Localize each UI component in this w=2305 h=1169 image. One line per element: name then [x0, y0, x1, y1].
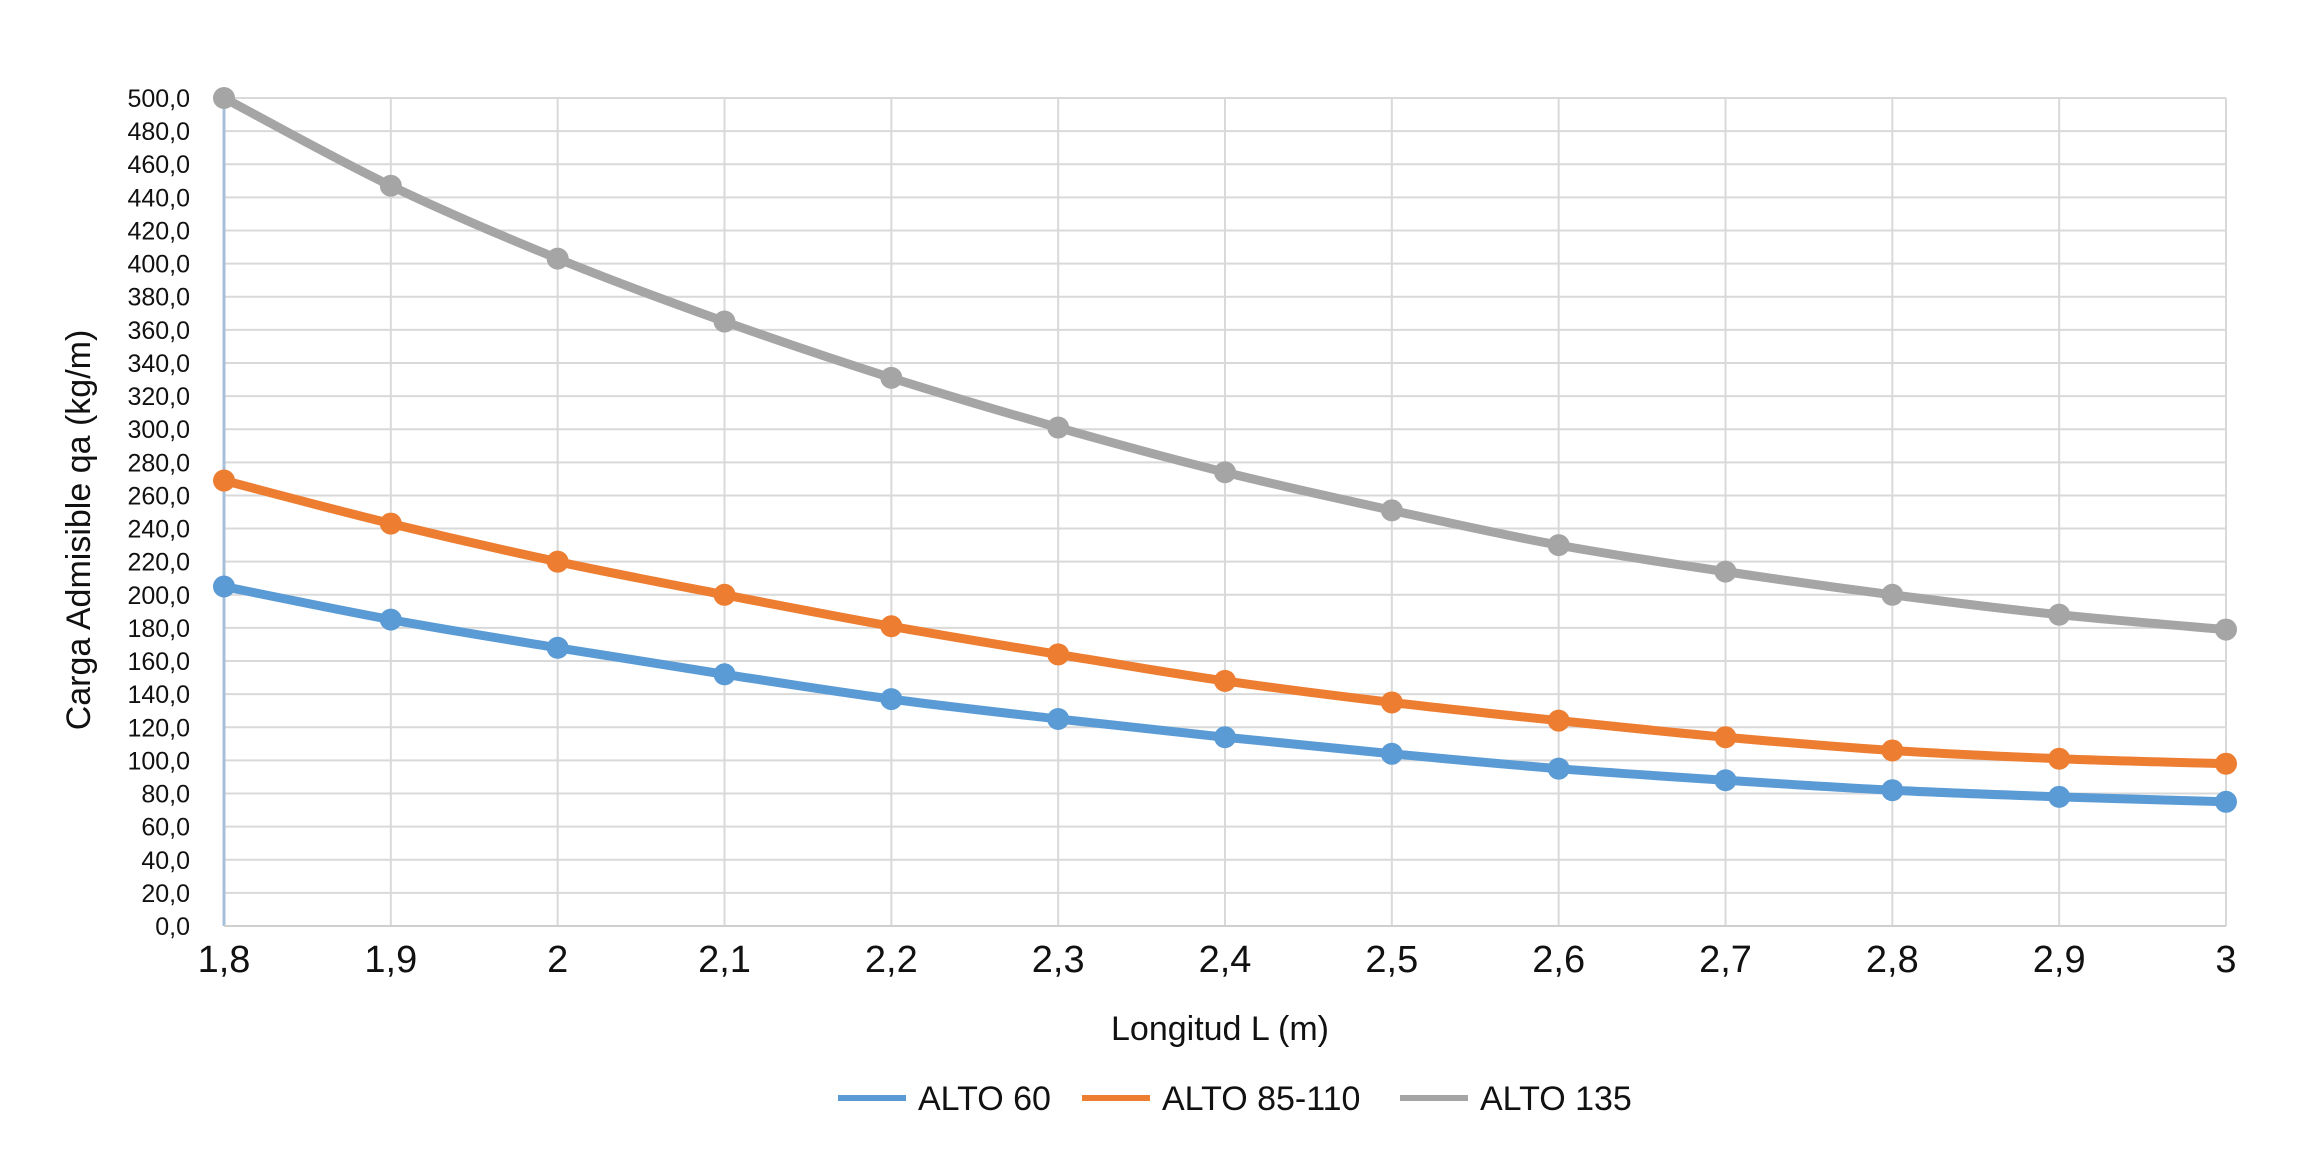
y-tick-label: 340,0: [127, 350, 190, 378]
data-point-alto-135: [1547, 534, 1570, 557]
y-tick-label: 260,0: [127, 482, 190, 510]
x-tick-label: 2: [547, 939, 568, 981]
data-point-alto-85-110: [2048, 747, 2071, 770]
data-point-alto-85-110: [713, 583, 736, 606]
series-alto-60: [213, 575, 2237, 813]
grid-lines: [222, 97, 2227, 927]
y-axis-ticks: 0,0 20,0 40,0 60,0 80,0 100,0 120,0 140,0 160,0 1…: [127, 85, 190, 941]
data-point-alto-135: [1047, 416, 1070, 439]
data-point-alto-85-110: [213, 469, 235, 492]
y-tick-label: 400,0: [127, 251, 190, 279]
legend-label-alto-135: ALTO 135: [1480, 1080, 1632, 1118]
y-tick-label: 500,0: [127, 85, 190, 113]
data-point-alto-60: [713, 663, 736, 686]
data-point-alto-85-110: [1881, 739, 1904, 762]
x-tick-label: 3: [2215, 939, 2236, 981]
data-point-alto-85-110: [1547, 709, 1570, 732]
data-point-alto-60: [1714, 769, 1737, 792]
data-point-alto-60: [2215, 790, 2237, 813]
x-tick-label: 2,4: [1199, 939, 1252, 981]
y-tick-label: 380,0: [127, 284, 190, 312]
data-point-alto-85-110: [1380, 691, 1403, 714]
data-point-alto-60: [2048, 785, 2071, 808]
x-tick-label: 2,5: [1365, 939, 1418, 981]
x-tick-label: 2,7: [1699, 939, 1752, 981]
data-point-alto-85-110: [880, 615, 903, 638]
x-tick-label: 2,8: [1866, 939, 1919, 981]
data-point-alto-60: [1547, 757, 1570, 780]
y-tick-label: 440,0: [127, 184, 190, 212]
data-point-alto-135: [1881, 583, 1904, 606]
y-tick-label: 40,0: [141, 847, 190, 875]
data-point-alto-135: [2048, 603, 2071, 626]
x-tick-label: 2,6: [1532, 939, 1585, 981]
data-point-alto-85-110: [546, 550, 569, 573]
y-tick-label: 0,0: [155, 913, 190, 941]
data-point-alto-135: [546, 247, 569, 270]
data-point-alto-135: [213, 87, 235, 109]
x-tick-label: 2,1: [698, 939, 751, 981]
y-tick-label: 200,0: [127, 582, 190, 610]
data-point-alto-60: [1881, 779, 1904, 802]
y-tick-label: 320,0: [127, 383, 190, 411]
data-point-alto-85-110: [1714, 726, 1737, 749]
y-tick-label: 240,0: [127, 516, 190, 544]
x-tick-label: 1,9: [364, 939, 417, 981]
y-tick-label: 360,0: [127, 317, 190, 345]
y-tick-label: 480,0: [127, 118, 190, 146]
data-point-alto-135: [379, 174, 402, 197]
y-axis-title: Carga Admisible qa (kg/m): [60, 330, 98, 731]
x-tick-label: 2,9: [2033, 939, 2086, 981]
y-tick-label: 420,0: [127, 217, 190, 245]
data-point-alto-60: [1047, 708, 1070, 730]
data-point-alto-135: [880, 366, 903, 389]
legend-label-alto-60: ALTO 60: [918, 1080, 1051, 1118]
data-point-alto-85-110: [1214, 669, 1236, 692]
x-tick-label: 1,8: [198, 939, 251, 981]
data-point-alto-135: [2215, 618, 2237, 641]
y-tick-label: 60,0: [141, 814, 190, 842]
data-point-alto-85-110: [2215, 752, 2237, 775]
series-group: [213, 87, 2237, 813]
x-tick-label: 2,3: [1032, 939, 1085, 981]
data-point-alto-135: [1214, 461, 1236, 484]
y-tick-label: 160,0: [127, 648, 190, 676]
series-alto-85-110: [213, 469, 2237, 775]
data-point-alto-60: [880, 688, 903, 711]
data-point-alto-60: [213, 575, 235, 598]
x-tick-label: 2,2: [865, 939, 918, 981]
y-tick-label: 20,0: [141, 880, 190, 908]
data-point-alto-60: [1380, 742, 1403, 765]
y-tick-label: 180,0: [127, 615, 190, 643]
data-point-alto-60: [1214, 726, 1236, 749]
series-alto-135: [213, 87, 2237, 641]
y-tick-label: 280,0: [127, 449, 190, 477]
legend-label-alto-85-110: ALTO 85-110: [1162, 1080, 1360, 1118]
data-point-alto-60: [379, 608, 402, 631]
y-tick-label: 140,0: [127, 681, 190, 709]
data-point-alto-85-110: [379, 512, 402, 535]
data-point-alto-135: [1380, 499, 1403, 522]
y-tick-label: 120,0: [127, 714, 190, 742]
legend: ALTO 60 ALTO 85-110 ALTO 135: [838, 1080, 1632, 1118]
data-point-alto-85-110: [1047, 643, 1070, 666]
y-tick-label: 460,0: [127, 151, 190, 179]
data-point-alto-135: [1714, 560, 1737, 583]
x-axis-title: Longitud L (m): [1111, 1010, 1329, 1048]
y-tick-label: 300,0: [127, 416, 190, 444]
y-tick-label: 100,0: [127, 747, 190, 775]
data-point-alto-135: [713, 310, 736, 333]
y-tick-label: 80,0: [141, 781, 190, 809]
y-tick-label: 220,0: [127, 549, 190, 577]
x-axis-ticks: 1,8 1,9 2 2,1 2,2 2,3 2,4 2,5 2,6 2,7 2,8 2,9 3: [198, 939, 2237, 981]
data-point-alto-60: [546, 636, 569, 659]
